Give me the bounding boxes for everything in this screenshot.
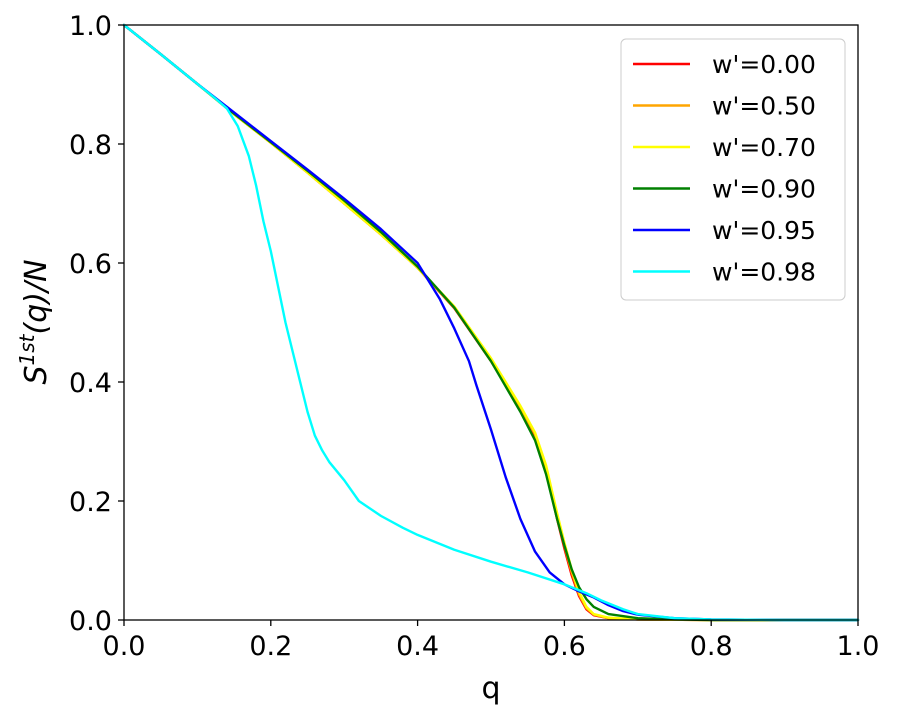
x-tick-label-4: 0.8 xyxy=(690,631,733,662)
plot-frame xyxy=(123,24,859,621)
legend-label-2: w'=0.70 xyxy=(712,133,816,162)
legend-label-4: w'=0.95 xyxy=(712,216,816,245)
y-tick-label-5: 1.0 xyxy=(69,11,112,42)
legend-label-3: w'=0.90 xyxy=(712,175,816,204)
y-axis: 0.0 0.2 0.4 0.6 0.8 1.0 xyxy=(69,11,124,637)
y-tick-label-2: 0.4 xyxy=(69,368,112,399)
x-tick-label-1: 0.2 xyxy=(249,631,292,662)
x-axis-label: q xyxy=(481,671,500,706)
series-line-5 xyxy=(122,23,860,622)
legend-label-1: w'=0.50 xyxy=(712,92,816,121)
x-tick-label-0: 0.0 xyxy=(103,631,146,662)
x-tick-label-3: 0.6 xyxy=(543,631,586,662)
legend-label-5: w'=0.98 xyxy=(712,258,816,287)
y-tick-label-0: 0.0 xyxy=(69,606,112,637)
x-tick-label-2: 0.4 xyxy=(396,631,439,662)
y-axis-label-base: S xyxy=(19,365,54,384)
x-tick-label-5: 1.0 xyxy=(837,631,880,662)
legend: w'=0.00 w'=0.50 w'=0.70 w'=0.90 w'=0.95 w'=0.… xyxy=(620,38,846,301)
y-tick-label-3: 0.6 xyxy=(69,249,112,280)
legend-frame xyxy=(620,38,846,301)
y-axis-label-sup: 1st xyxy=(15,333,39,365)
y-tick-label-4: 0.8 xyxy=(69,130,112,161)
x-axis: 0.0 0.2 0.4 0.6 0.8 1.0 xyxy=(103,620,880,662)
plot-lines xyxy=(122,23,860,622)
y-axis-label: S1st(q)/N xyxy=(15,259,54,384)
y-axis-label-rest: (q)/N xyxy=(19,259,54,334)
legend-label-0: w'=0.00 xyxy=(712,50,816,79)
y-tick-label-1: 0.2 xyxy=(69,487,112,518)
